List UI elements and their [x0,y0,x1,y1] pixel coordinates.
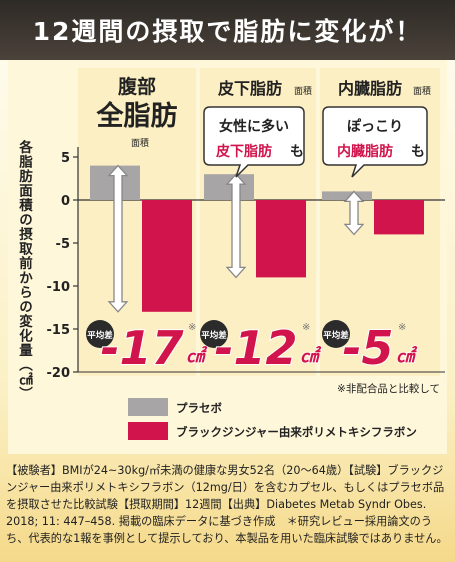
avg-diff-badge-label: 平均差 [323,330,349,341]
difference-arrow [107,164,129,313]
page-title: 12週間の摂取で脂肪に変化が！ [0,0,455,60]
bar-treatment [374,200,424,235]
y-tick-label: -10 [47,280,71,295]
group-header-1-sub: 面積 [131,137,149,149]
callout-box-2 [322,106,428,178]
avg-diff-value: -12 [214,321,297,375]
avg-diff-unit: ㎠ [186,345,208,367]
avg-diff-mark: ※ [188,322,196,333]
group-header-1-line2: 全脂肪 [96,100,178,132]
legend-swatch-treatment [128,422,168,440]
bar-placebo [204,174,254,200]
avg-diff-badge [200,320,228,348]
legend-swatch-placebo [128,398,168,416]
avg-diff-badge [86,320,114,348]
y-axis-label: 各脂肪面積の摂取前からの変化量（㎠） [16,139,34,401]
y-tick-label: 0 [61,194,70,209]
bar-treatment [142,200,192,312]
group-header-1-line1: 腹部 [117,75,156,98]
y-tick-label: -15 [47,323,71,338]
avg-diff-value: -5 [342,321,393,375]
difference-arrow [343,190,365,236]
avg-diff-badge-label: 平均差 [87,330,113,341]
study-footnote: 【被験者】BMIが24~30kg/㎡未満の健康な男女52名（20～64歳）【試験… [6,464,448,545]
callout-box-1 [203,106,305,178]
y-tick-label: -5 [56,237,70,252]
y-tick-label: -20 [47,366,71,381]
bar-placebo [322,191,372,200]
legend-label-treatment: ブラックジンジャー由来ポリメトキシフラボン [176,425,417,439]
avg-diff-unit: ㎠ [396,345,418,367]
bar-treatment [256,200,306,278]
difference-arrow [225,173,247,279]
avg-diff-mark: ※ [302,322,310,333]
avg-diff-badge [322,320,350,348]
avg-diff-badge-label: 平均差 [201,330,227,341]
group-header-2-label: 皮下脂肪 [217,79,282,98]
group-header-3-label: 内臓脂肪 [338,79,402,98]
fat-change-chart: 各脂肪面積の摂取前からの変化量（㎠） 50-5-10-15-20腹部全脂肪面積皮下… [16,68,445,440]
y-tick-label: 5 [61,151,70,166]
legend-label-placebo: プラセボ [176,401,222,415]
callout-suffix-2: も [411,144,425,160]
callout-highlight-1: 皮下脂肪 [215,143,272,160]
callout-line1-1: 女性に多い [219,118,289,135]
group-header-3-sub: 面積 [413,85,431,97]
group-header-2-sub: 面積 [294,85,312,97]
avg-diff-unit: ㎠ [300,345,322,367]
comparison-note: ※非配合品と比較して [337,382,440,395]
avg-diff-value: -17 [100,321,183,375]
avg-diff-mark: ※ [398,322,406,333]
callout-suffix-1: も [290,144,304,160]
callout-highlight-2: 内臓脂肪 [337,143,393,160]
callout-line1-2: ぽっこり [347,118,403,135]
